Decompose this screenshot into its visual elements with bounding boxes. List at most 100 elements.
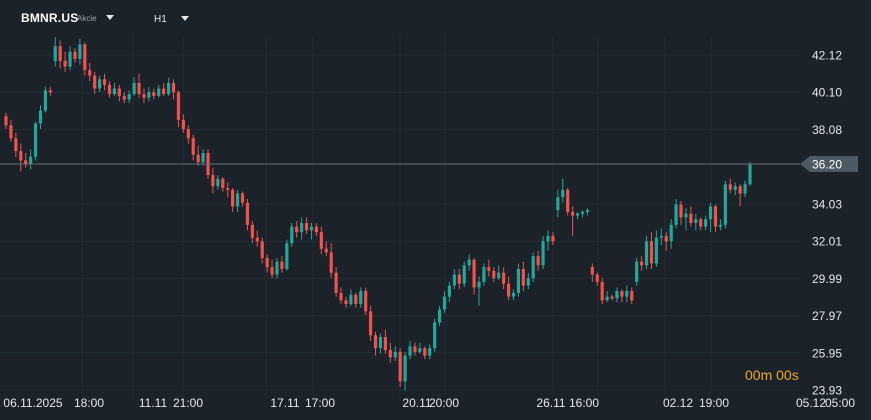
candle-up xyxy=(556,197,560,211)
chart-toolbar: BMNR.US Akcie H1 xyxy=(0,0,871,36)
candle-up xyxy=(561,189,565,198)
candle-up xyxy=(684,213,688,218)
candle-up xyxy=(78,44,82,60)
symbol-dropdown-chevron-icon[interactable] xyxy=(106,15,114,20)
candle-down xyxy=(14,138,18,152)
candle-up xyxy=(452,274,456,286)
candle-up xyxy=(526,278,530,286)
time-tick-label: 11.11 xyxy=(139,396,168,410)
price-tick-label: 40.10 xyxy=(812,86,842,100)
candle-up xyxy=(408,346,412,356)
candle-up xyxy=(157,88,161,96)
timeframe-dropdown-chevron-icon[interactable] xyxy=(181,16,189,21)
candle-down xyxy=(304,222,309,231)
candle-up xyxy=(669,224,673,242)
candle-down xyxy=(506,283,511,297)
candle-down xyxy=(181,119,185,130)
candle-up xyxy=(403,355,407,382)
candle-down xyxy=(19,151,23,161)
candle-up xyxy=(497,272,501,279)
candle-up xyxy=(418,348,422,352)
candle-up xyxy=(516,269,521,293)
candle-up xyxy=(704,219,708,227)
candle-down xyxy=(171,82,176,93)
price-tick-label: 32.01 xyxy=(812,235,842,249)
candle-down xyxy=(137,82,141,95)
time-tick-label: 06.11.2025 xyxy=(3,396,62,410)
chart-grid xyxy=(0,36,800,396)
candle-up xyxy=(615,291,619,299)
candle-down xyxy=(649,241,654,264)
candle-up xyxy=(437,309,442,323)
time-tick-label: 21:00 xyxy=(173,396,203,410)
candle-down xyxy=(679,204,683,218)
candle-up xyxy=(393,351,397,358)
candle-down xyxy=(319,232,323,249)
candle-down xyxy=(102,79,107,85)
candle-up xyxy=(659,235,663,238)
candle-up xyxy=(718,224,723,227)
candle-down xyxy=(369,311,373,336)
candle-up xyxy=(748,164,752,185)
candle-up xyxy=(575,213,580,216)
candle-down xyxy=(664,235,668,242)
current-price-label: 36.20 xyxy=(812,158,842,172)
candle-down xyxy=(240,193,245,203)
candle-down xyxy=(640,261,644,266)
candle-up xyxy=(580,211,585,214)
candle-down xyxy=(413,346,417,352)
candle-up xyxy=(467,259,471,266)
candle-down xyxy=(196,154,200,163)
candle-down xyxy=(255,237,259,242)
candle-up xyxy=(433,322,437,349)
candle-down xyxy=(334,272,338,293)
candle-down xyxy=(354,294,358,304)
candle-down xyxy=(630,291,634,301)
candle-up xyxy=(635,261,639,282)
candle-up xyxy=(585,210,590,212)
symbol-name[interactable]: BMNR.US xyxy=(21,11,79,25)
candle-down xyxy=(186,129,190,139)
candle-up xyxy=(275,261,279,275)
time-tick-label: 17.11 xyxy=(270,396,299,410)
candle-up xyxy=(625,291,629,297)
time-tick-label: 05.12 xyxy=(796,396,826,410)
candle-up xyxy=(442,296,447,310)
candle-down xyxy=(595,274,599,282)
price-tick-label: 29.99 xyxy=(812,272,842,286)
candle-down xyxy=(457,274,461,284)
candle-up xyxy=(733,186,737,190)
candle-down xyxy=(83,44,87,71)
candle-up xyxy=(216,178,220,187)
candle-up xyxy=(349,294,353,304)
candle-down xyxy=(620,291,624,297)
price-axis[interactable]: 42.12 40.10 38.08 34.03 32.01 29.99 27.97 25.95… xyxy=(812,49,842,398)
candle-down xyxy=(423,348,427,356)
candle-up xyxy=(201,152,205,163)
candle-up xyxy=(235,193,240,207)
candle-down xyxy=(9,125,13,139)
candle-up xyxy=(482,267,486,282)
time-axis[interactable]: 06.11.2025 18:00 11.11 21:00 17.11 17:00 20.11… xyxy=(3,396,855,410)
price-tick-label: 27.97 xyxy=(812,309,842,323)
price-tick-label: 25.95 xyxy=(812,346,842,360)
candle-up xyxy=(447,285,452,297)
candle-down xyxy=(738,186,742,194)
candle-down xyxy=(107,84,112,95)
time-tick-label: 17:00 xyxy=(305,396,335,410)
candle-up xyxy=(285,243,289,270)
candle-up xyxy=(38,110,43,124)
candle-down xyxy=(142,94,146,98)
candle-up xyxy=(309,226,314,231)
candle-down xyxy=(388,350,392,358)
timeframe-selector[interactable]: H1 xyxy=(154,14,167,25)
candle-down xyxy=(713,206,718,227)
candle-down xyxy=(191,138,195,155)
price-tick-label: 38.08 xyxy=(812,123,842,137)
candle-down xyxy=(295,226,299,233)
candle-down xyxy=(551,235,555,242)
candle-up xyxy=(147,92,151,98)
candle-down xyxy=(566,189,570,212)
candle-down xyxy=(280,261,284,270)
